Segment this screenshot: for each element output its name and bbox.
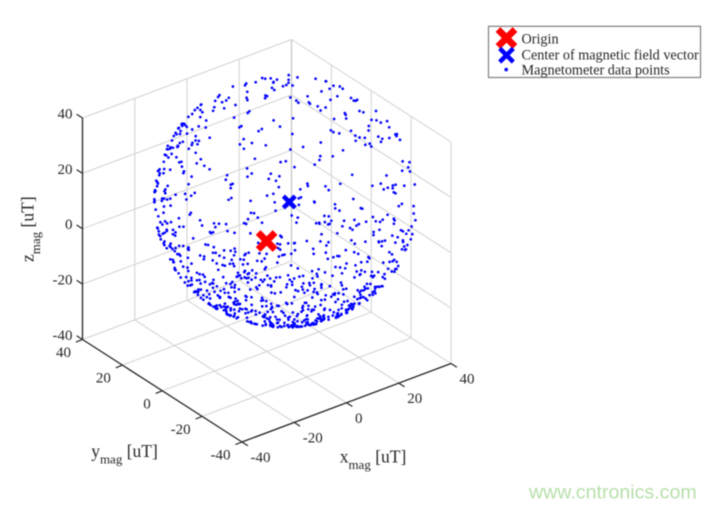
svg-text:Magnetometer data points: Magnetometer data points	[522, 62, 671, 78]
svg-text:0: 0	[65, 217, 73, 233]
svg-text:-40: -40	[251, 450, 271, 466]
svg-text:-20: -20	[303, 430, 323, 446]
svg-text:20: 20	[58, 162, 73, 178]
svg-text:-20: -20	[53, 273, 73, 289]
svg-text:20: 20	[96, 371, 111, 387]
svg-text:xmag [uT]: xmag [uT]	[340, 447, 407, 473]
svg-text:0: 0	[143, 396, 151, 412]
svg-text:40: 40	[58, 107, 73, 123]
svg-text:Origin: Origin	[522, 31, 559, 47]
svg-text:Center of magnetic field vecto: Center of magnetic field vector	[522, 47, 700, 63]
svg-text:www.cntronics.com: www.cntronics.com	[528, 482, 697, 504]
svg-text:20: 20	[407, 391, 422, 407]
svg-text:40: 40	[56, 345, 71, 361]
svg-text:0: 0	[355, 411, 363, 427]
svg-text:ymag [uT]: ymag [uT]	[91, 441, 158, 467]
svg-text:40: 40	[460, 372, 475, 388]
svg-text:zmag [uT]: zmag [uT]	[18, 196, 44, 262]
svg-text:-20: -20	[171, 422, 191, 438]
svg-text:-40: -40	[211, 448, 231, 464]
svg-text:-40: -40	[53, 328, 73, 344]
